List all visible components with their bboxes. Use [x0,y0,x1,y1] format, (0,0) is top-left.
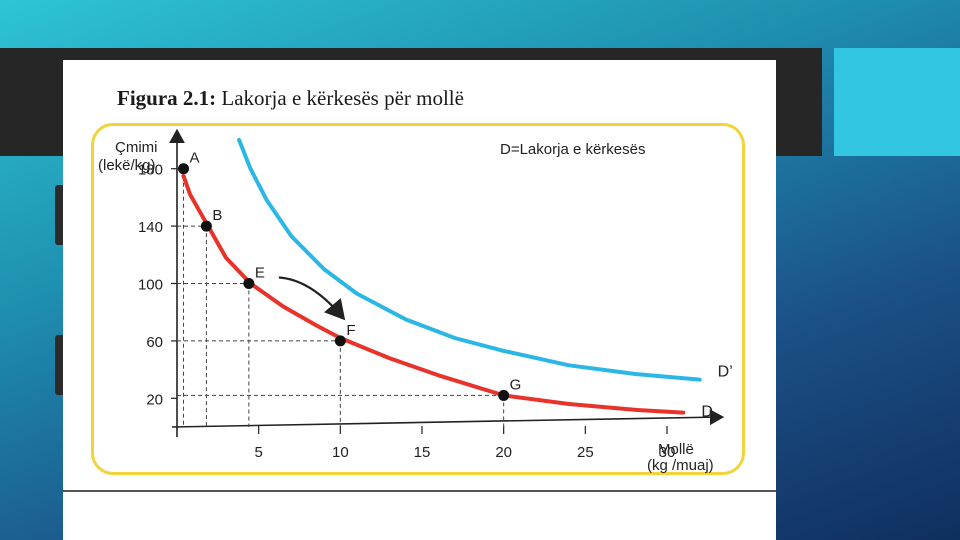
y-axis-label-line1: Çmimi [115,139,158,156]
x-axis-label-line1: Mollë [658,441,694,458]
x-tick-label: 5 [254,444,262,461]
point-a [178,163,190,175]
point-b [200,220,212,232]
figure-card: Figura 2.1: Lakorja e kërkesës për mollë… [63,60,776,540]
x-tick-label: 20 [495,444,512,461]
shift-arrow [278,276,346,321]
y-tick-label: 180 [138,162,163,179]
chart-frame [91,123,745,475]
figure-title: Figura 2.1: Lakorja e kërkesës për mollë [117,86,464,111]
y-tick-label: 60 [146,334,163,351]
point-label: G [510,376,522,393]
demand-chart: 20 60 100 140 180 5 10 15 20 25 30 Çmimi(lekë/kg) Mo… [98,128,733,474]
point-label: F [346,322,355,339]
point-label: A [190,150,200,167]
bottom-rule [63,490,776,492]
x-tick-label: 15 [414,444,431,461]
point-f [334,335,346,347]
point-label: E [255,265,265,282]
series-label: D [701,404,713,421]
figure-title-number: Figura 2.1: [117,86,217,110]
series-line-d-prime [237,138,702,382]
x-tick-label: 30 [659,444,676,461]
y-tick-label: 20 [146,391,163,408]
x-axis-line [171,409,725,428]
y-tick-label: 140 [138,219,163,236]
figure-title-text: Lakorja e kërkesës për mollë [216,86,464,110]
slide-accent-block [834,48,960,156]
x-tick-label: 10 [332,444,349,461]
series-line-d [181,173,686,415]
legend-text: D=Lakorja e kërkesës [500,141,646,158]
y-tick-label: 100 [138,277,163,294]
series-label: D’ [718,364,733,381]
point-g [498,389,510,401]
point-label: B [212,207,222,224]
x-tick-label: 25 [577,444,594,461]
x-axis-label-line2: (kg /muaj) [647,457,714,474]
point-e [243,278,255,289]
y-axis-label-line2: (lekë/kg) [98,157,156,174]
